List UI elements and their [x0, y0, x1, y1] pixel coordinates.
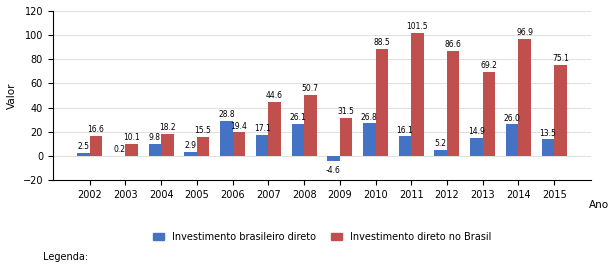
- Bar: [519, 39, 531, 156]
- Bar: [411, 33, 424, 156]
- Bar: [399, 136, 411, 156]
- Bar: [363, 123, 376, 156]
- Text: 2.5: 2.5: [77, 142, 89, 151]
- Text: 15.5: 15.5: [195, 126, 212, 135]
- Text: 28.8: 28.8: [218, 110, 235, 119]
- Bar: [435, 150, 447, 156]
- X-axis label: Anos: Anos: [589, 200, 608, 210]
- Text: 69.2: 69.2: [480, 61, 497, 70]
- Y-axis label: Valor: Valor: [7, 82, 17, 109]
- Text: 0.2: 0.2: [113, 145, 125, 154]
- Text: 26.0: 26.0: [504, 114, 520, 123]
- Bar: [184, 152, 197, 156]
- Legend: Investimento brasileiro direto, Investimento direto no Brasil: Investimento brasileiro direto, Investim…: [148, 228, 496, 246]
- Text: 101.5: 101.5: [407, 23, 428, 31]
- Text: 2.9: 2.9: [185, 141, 196, 150]
- Text: 96.9: 96.9: [516, 28, 533, 37]
- Text: 75.1: 75.1: [552, 54, 569, 63]
- Bar: [483, 72, 495, 156]
- Text: 5.2: 5.2: [435, 139, 447, 148]
- Bar: [90, 136, 102, 156]
- Text: -4.6: -4.6: [326, 165, 341, 175]
- Text: 9.8: 9.8: [149, 133, 161, 142]
- Text: 13.5: 13.5: [539, 129, 556, 138]
- Text: 17.1: 17.1: [254, 124, 271, 133]
- Text: 31.5: 31.5: [337, 107, 354, 116]
- Text: 26.8: 26.8: [361, 113, 378, 122]
- Bar: [327, 156, 340, 161]
- Text: 10.1: 10.1: [123, 133, 140, 142]
- Bar: [470, 138, 483, 156]
- Bar: [256, 135, 268, 156]
- Text: 44.6: 44.6: [266, 91, 283, 100]
- Bar: [542, 140, 554, 156]
- Bar: [125, 144, 138, 156]
- Text: 16.1: 16.1: [396, 126, 413, 134]
- Bar: [220, 121, 233, 156]
- Text: Legenda:: Legenda:: [43, 252, 88, 262]
- Text: 86.6: 86.6: [445, 40, 461, 49]
- Text: 14.9: 14.9: [468, 127, 485, 136]
- Text: 19.4: 19.4: [230, 122, 247, 130]
- Text: 88.5: 88.5: [373, 38, 390, 47]
- Bar: [77, 153, 90, 156]
- Text: 26.1: 26.1: [289, 114, 306, 122]
- Bar: [197, 137, 209, 156]
- Text: 50.7: 50.7: [302, 84, 319, 93]
- Bar: [268, 102, 281, 156]
- Bar: [304, 95, 317, 156]
- Bar: [161, 134, 174, 156]
- Bar: [447, 51, 460, 156]
- Bar: [340, 118, 352, 156]
- Bar: [554, 65, 567, 156]
- Bar: [292, 124, 304, 156]
- Text: 16.6: 16.6: [88, 125, 105, 134]
- Bar: [376, 49, 388, 156]
- Bar: [148, 144, 161, 156]
- Bar: [506, 124, 519, 156]
- Text: 18.2: 18.2: [159, 123, 176, 132]
- Bar: [233, 132, 245, 156]
